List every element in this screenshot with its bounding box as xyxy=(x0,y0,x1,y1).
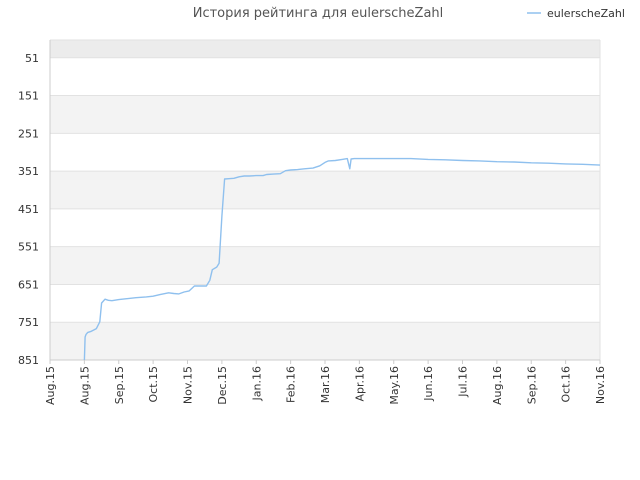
x-tick-label: Sep.16 xyxy=(525,366,538,404)
y-tick-label: 51 xyxy=(25,52,39,65)
y-tick-label: 251 xyxy=(18,127,39,140)
x-tick-label: Jan.16 xyxy=(250,366,263,401)
y-tick-label: 551 xyxy=(18,241,39,254)
x-axis-ticks: Aug.15 Aug.15 Sep.15 Oct.15 Nov.15 Dec.15 Jan.… xyxy=(44,360,607,405)
x-tick-label: Aug.15 xyxy=(78,366,91,405)
x-tick-label: Oct.16 xyxy=(560,366,573,403)
plot-band xyxy=(50,40,600,58)
plot-band xyxy=(50,57,600,96)
plot-band xyxy=(50,171,600,209)
chart-title: История рейтинга для eulerscheZahl xyxy=(193,6,444,21)
x-tick-label: Oct.15 xyxy=(147,366,160,403)
plot-band xyxy=(50,246,600,285)
y-axis-ticks: 51 151 251 351 451 551 651 751 851 xyxy=(18,52,39,367)
x-tick-label: Jun.16 xyxy=(422,366,435,402)
x-tick-label: May.16 xyxy=(388,366,401,405)
plot-band xyxy=(50,322,600,360)
plot-band xyxy=(50,208,600,247)
x-tick-label: Jul.16 xyxy=(457,366,470,398)
x-tick-label: Nov.16 xyxy=(594,366,607,404)
x-tick-label: Feb.16 xyxy=(285,366,298,403)
plot-band xyxy=(50,95,600,134)
x-tick-label: Aug.15 xyxy=(44,366,57,405)
y-tick-label: 651 xyxy=(18,278,39,291)
x-tick-label: Nov.15 xyxy=(182,366,195,404)
legend: eulerscheZahl xyxy=(527,7,625,20)
series-line-eulerscheZahl xyxy=(83,157,601,361)
y-tick-label: 451 xyxy=(18,203,39,216)
series-layer xyxy=(83,157,601,361)
y-tick-label: 851 xyxy=(18,354,39,367)
x-tick-label: Mar.16 xyxy=(319,366,332,403)
legend-label: eulerscheZahl xyxy=(547,7,625,20)
plot-band xyxy=(50,284,600,323)
plot-background xyxy=(50,40,600,360)
y-tick-label: 151 xyxy=(18,90,39,103)
x-tick-label: Aug.16 xyxy=(491,366,504,405)
y-tick-label: 751 xyxy=(18,316,39,329)
plot-band xyxy=(50,133,600,172)
x-tick-label: Sep.15 xyxy=(113,366,126,404)
y-tick-label: 351 xyxy=(18,165,39,178)
x-tick-label: Apr.16 xyxy=(353,366,366,402)
x-tick-label: Dec.15 xyxy=(216,366,229,405)
